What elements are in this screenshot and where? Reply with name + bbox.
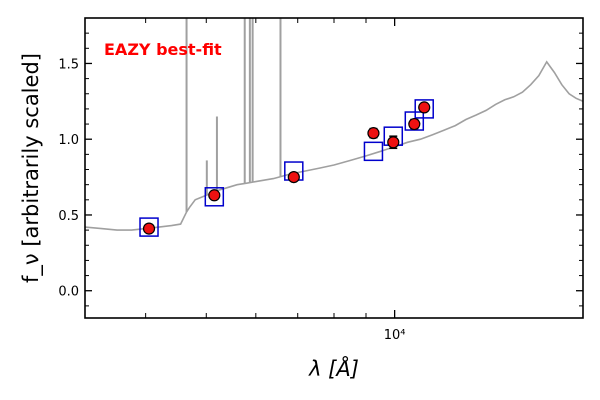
data-layer <box>85 18 583 237</box>
observed-photometry-point <box>408 117 421 131</box>
x-tick-label: 10⁴ <box>384 328 406 343</box>
observed-photometry-point <box>418 101 431 114</box>
model-photometry-box <box>204 187 225 207</box>
x-axis-label: λ [Å] <box>308 355 359 381</box>
observed-photometry-point <box>367 127 380 140</box>
observed-photometry-point <box>387 136 400 149</box>
annotation-label: EAZY best-fit <box>104 40 222 59</box>
model-photometry-box <box>414 99 434 119</box>
observed-photometry-point <box>142 222 156 235</box>
model-spectrum-line <box>85 60 583 231</box>
y-tick-label: 1.0 <box>58 133 79 148</box>
tick-layer: 0.0 0.5 1.0 1.5 10⁴ <box>58 18 584 343</box>
observed-photometry-point <box>208 189 221 202</box>
plot-background <box>85 18 583 318</box>
y-tick-label: 0.5 <box>58 209 79 224</box>
y-tick-label: 1.5 <box>58 57 79 72</box>
y-tick-label: 0.0 <box>58 285 79 300</box>
y-axis-label: f_ν [arbitrarily scaled] <box>19 53 44 283</box>
observed-photometry-point <box>287 170 300 184</box>
model-photometry-box <box>363 141 384 162</box>
model-photometry-box <box>139 217 159 237</box>
